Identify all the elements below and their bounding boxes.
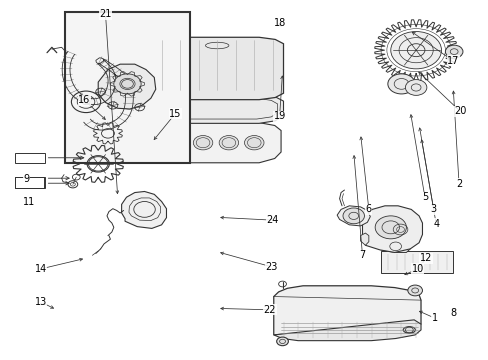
Polygon shape <box>151 94 283 123</box>
Text: 7: 7 <box>359 250 365 260</box>
Circle shape <box>374 216 406 239</box>
Text: 3: 3 <box>430 204 436 215</box>
Bar <box>380 251 452 273</box>
Text: 13: 13 <box>35 297 47 307</box>
Circle shape <box>390 32 441 69</box>
Text: 23: 23 <box>264 262 277 272</box>
Text: 22: 22 <box>263 305 276 315</box>
Text: 12: 12 <box>419 253 431 263</box>
Bar <box>15 153 44 163</box>
Polygon shape <box>154 123 281 163</box>
Ellipse shape <box>219 135 238 150</box>
Ellipse shape <box>244 135 264 150</box>
Polygon shape <box>151 37 283 100</box>
Circle shape <box>445 45 462 58</box>
Bar <box>15 177 44 188</box>
Polygon shape <box>336 206 369 226</box>
Polygon shape <box>98 64 156 109</box>
Polygon shape <box>360 233 368 245</box>
Circle shape <box>405 80 426 95</box>
Text: 16: 16 <box>78 95 90 105</box>
Text: 21: 21 <box>99 9 111 19</box>
Text: 11: 11 <box>23 197 35 207</box>
Text: 20: 20 <box>453 106 465 116</box>
Polygon shape <box>362 206 422 252</box>
Circle shape <box>276 337 288 346</box>
Text: 10: 10 <box>410 264 423 274</box>
Polygon shape <box>273 286 420 335</box>
Text: 15: 15 <box>169 109 181 119</box>
Text: 1: 1 <box>431 313 437 323</box>
Text: 6: 6 <box>365 204 371 215</box>
Polygon shape <box>122 192 166 228</box>
Bar <box>65 12 189 163</box>
Circle shape <box>407 285 422 296</box>
Text: 8: 8 <box>449 308 455 318</box>
Ellipse shape <box>403 327 415 333</box>
Circle shape <box>387 74 414 94</box>
Circle shape <box>342 208 364 224</box>
Bar <box>15 177 43 188</box>
Polygon shape <box>380 239 409 252</box>
Circle shape <box>114 74 141 94</box>
Text: 5: 5 <box>421 192 427 202</box>
Text: 2: 2 <box>455 179 461 189</box>
Text: 19: 19 <box>273 111 285 121</box>
Ellipse shape <box>166 135 185 150</box>
Text: 24: 24 <box>266 215 278 225</box>
Ellipse shape <box>193 135 212 150</box>
Text: 17: 17 <box>446 56 458 66</box>
Text: 14: 14 <box>35 264 47 274</box>
Text: 9: 9 <box>23 174 29 184</box>
Polygon shape <box>273 320 420 341</box>
Text: 18: 18 <box>273 18 285 28</box>
Text: 4: 4 <box>432 219 438 229</box>
